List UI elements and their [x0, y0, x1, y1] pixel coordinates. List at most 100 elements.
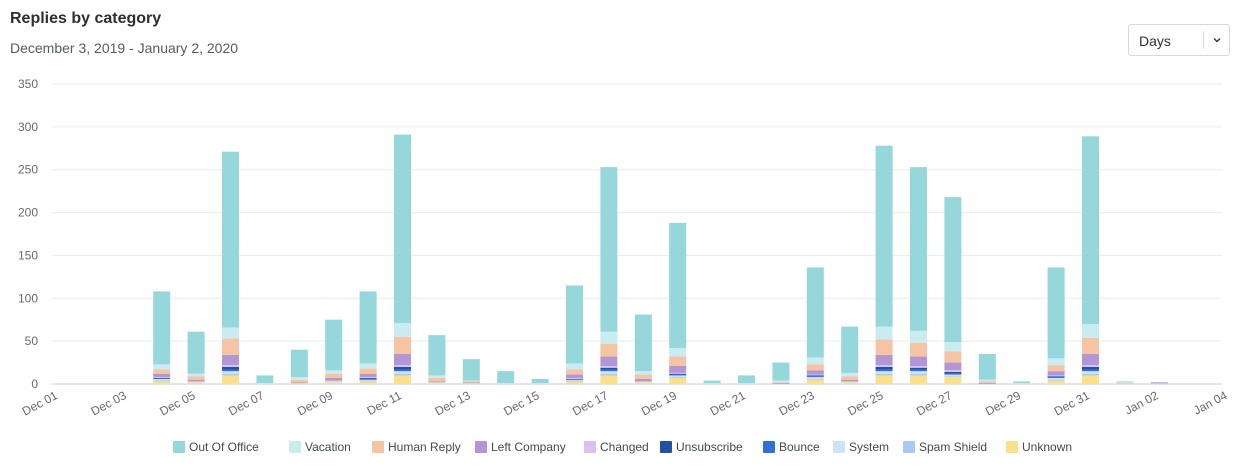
bar-segment	[325, 380, 343, 382]
bar-segment	[806, 357, 824, 365]
bar-segment	[359, 381, 377, 384]
bar-segment	[394, 354, 411, 366]
bar-segment	[394, 365, 411, 367]
bar-segment	[1082, 324, 1099, 338]
bar-segment	[566, 285, 583, 364]
bar-segment	[600, 369, 618, 372]
y-tick-label: 200	[18, 206, 38, 220]
bar-segment	[187, 331, 205, 374]
bar-segment	[910, 330, 927, 343]
bar-segment	[222, 373, 239, 376]
bar-segment	[187, 379, 205, 382]
bar-segment	[1047, 371, 1065, 376]
bar-segment	[1082, 366, 1099, 370]
bar-segment	[187, 373, 205, 377]
bar-segment	[875, 366, 893, 370]
bar-segment	[738, 375, 755, 384]
bar-segment	[634, 378, 652, 382]
x-tick-label: Dec 09	[295, 388, 335, 418]
bar-segment	[394, 369, 411, 372]
bar-segment	[944, 376, 962, 378]
x-tick-label: Dec 13	[433, 388, 473, 418]
y-tick-label: 150	[18, 248, 38, 262]
bar-segment	[153, 369, 171, 374]
bar-segment	[394, 373, 411, 376]
y-tick-label: 350	[18, 77, 38, 91]
bar-segment	[359, 378, 377, 380]
bar-segment	[566, 378, 583, 379]
bar-segment	[875, 326, 893, 340]
x-tick-label: Dec 15	[501, 388, 541, 418]
x-tick-label: Jan 02	[1122, 388, 1161, 417]
x-tick-label: Dec 21	[708, 388, 748, 418]
bar-segment	[153, 364, 171, 370]
bar-segment	[841, 381, 859, 383]
bar-segment	[910, 375, 927, 384]
bar-segment	[978, 379, 996, 382]
bar-segment	[944, 351, 962, 363]
bar-segment	[841, 376, 859, 380]
bar-segment	[394, 371, 411, 374]
bar-segment	[669, 374, 687, 376]
bar-segment	[290, 377, 308, 380]
bar-segment	[1116, 383, 1134, 384]
bar-segment	[875, 339, 893, 355]
bar-segment	[875, 354, 893, 366]
bar-segment	[462, 382, 480, 384]
bar-segment	[910, 369, 927, 372]
y-axis: 0 50 100 150 200 250 300 350	[18, 77, 38, 391]
bar-segment	[394, 134, 411, 324]
bar-segment	[1047, 379, 1065, 381]
x-tick-label: Dec 29	[983, 388, 1023, 418]
bar-segment	[944, 374, 962, 377]
bar-segment	[325, 382, 343, 384]
chevron-down-icon	[1213, 38, 1221, 43]
bar-segment	[910, 373, 927, 376]
bar-segment	[669, 372, 687, 374]
bar-segment	[875, 375, 893, 384]
bar-segment	[978, 383, 996, 384]
legend-label: Vacation	[305, 440, 351, 454]
bar-segment	[910, 167, 927, 331]
x-tick-label: Dec 27	[914, 388, 954, 418]
bar-segment	[841, 372, 859, 377]
bar-segment	[359, 377, 377, 378]
legend-swatch	[475, 441, 487, 453]
bar-segment	[394, 336, 411, 354]
bar-segment	[875, 369, 893, 372]
bar-segment	[566, 378, 583, 380]
legend-swatch	[833, 441, 845, 453]
x-tick-label: Dec 23	[777, 388, 817, 418]
period-select[interactable]: Days	[1128, 24, 1230, 56]
bar-segment	[634, 371, 652, 375]
bar-segment	[187, 381, 205, 383]
bar-segment	[1150, 383, 1168, 384]
bar-segment	[772, 382, 790, 384]
bar-segment	[222, 366, 239, 370]
x-tick-label: Jan 04	[1191, 388, 1230, 417]
bar-segment	[428, 383, 446, 384]
x-axis: Dec 01 Dec 03 Dec 05 Dec 07 Dec 09 Dec 11 Dec …	[20, 388, 1230, 418]
bar-segment	[669, 378, 687, 384]
bar-segment	[153, 291, 171, 365]
bar-segment	[1116, 382, 1134, 384]
bar-segment	[566, 374, 583, 378]
bar-segment	[428, 382, 446, 384]
bar-segment	[566, 363, 583, 370]
bar-segment	[944, 197, 962, 342]
bar-segment	[1013, 381, 1031, 384]
bar-segment	[359, 380, 377, 382]
bar-segment	[394, 323, 411, 337]
period-select-divider	[1203, 31, 1204, 49]
bar-segment	[222, 354, 239, 366]
bar-segment	[703, 383, 721, 384]
bar-segment	[428, 381, 446, 383]
bar-segment	[669, 356, 687, 366]
bar-segment	[325, 378, 343, 381]
bar-segment	[806, 376, 824, 378]
bar-segment	[359, 368, 377, 374]
bar-segment	[669, 373, 687, 375]
x-tick-label: Dec 11	[365, 388, 405, 418]
bar-segment	[462, 359, 480, 381]
bar-segment	[359, 379, 377, 381]
